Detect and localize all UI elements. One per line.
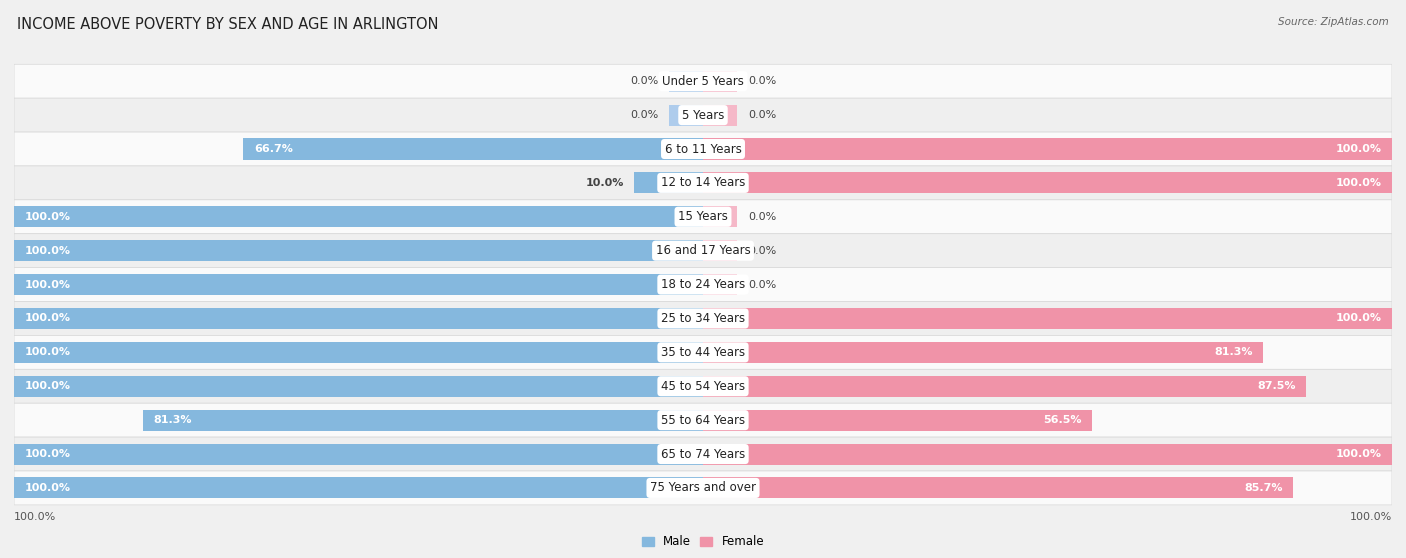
Bar	[703, 308, 1392, 329]
Text: 100.0%: 100.0%	[1336, 314, 1382, 324]
FancyBboxPatch shape	[14, 268, 1392, 301]
Bar	[703, 444, 1392, 465]
Text: 100.0%: 100.0%	[24, 483, 70, 493]
Text: 12 to 14 Years: 12 to 14 Years	[661, 176, 745, 189]
Bar	[703, 206, 738, 227]
Bar	[703, 240, 738, 261]
FancyBboxPatch shape	[14, 369, 1392, 403]
Text: 5 Years: 5 Years	[682, 109, 724, 122]
Text: 25 to 34 Years: 25 to 34 Years	[661, 312, 745, 325]
FancyBboxPatch shape	[14, 132, 1392, 166]
FancyBboxPatch shape	[14, 64, 1392, 98]
Text: 81.3%: 81.3%	[1215, 348, 1253, 357]
Bar	[14, 274, 703, 295]
Bar	[14, 240, 703, 261]
Bar	[703, 478, 1294, 498]
Bar	[703, 138, 1392, 160]
FancyBboxPatch shape	[14, 200, 1392, 234]
Text: 0.0%: 0.0%	[748, 212, 776, 222]
Text: 100.0%: 100.0%	[24, 280, 70, 290]
Bar	[703, 342, 1263, 363]
Text: INCOME ABOVE POVERTY BY SEX AND AGE IN ARLINGTON: INCOME ABOVE POVERTY BY SEX AND AGE IN A…	[17, 17, 439, 32]
Bar	[14, 376, 703, 397]
Text: 100.0%: 100.0%	[14, 512, 56, 522]
Text: 100.0%: 100.0%	[24, 449, 70, 459]
Text: 55 to 64 Years: 55 to 64 Years	[661, 413, 745, 427]
FancyBboxPatch shape	[14, 335, 1392, 369]
Bar	[243, 138, 703, 160]
Text: 100.0%: 100.0%	[1336, 178, 1382, 188]
Text: 15 Years: 15 Years	[678, 210, 728, 223]
Bar	[703, 376, 1306, 397]
Text: 100.0%: 100.0%	[24, 212, 70, 222]
Text: 0.0%: 0.0%	[748, 280, 776, 290]
Bar	[14, 308, 703, 329]
Bar	[669, 71, 703, 92]
Text: 100.0%: 100.0%	[1350, 512, 1392, 522]
Bar	[703, 71, 738, 92]
Bar	[669, 104, 703, 126]
Bar	[634, 172, 703, 194]
Bar	[703, 274, 738, 295]
Text: Source: ZipAtlas.com: Source: ZipAtlas.com	[1278, 17, 1389, 27]
Bar	[143, 410, 703, 431]
Text: 45 to 54 Years: 45 to 54 Years	[661, 380, 745, 393]
Text: 16 and 17 Years: 16 and 17 Years	[655, 244, 751, 257]
Text: 100.0%: 100.0%	[1336, 449, 1382, 459]
FancyBboxPatch shape	[14, 403, 1392, 437]
Text: 100.0%: 100.0%	[24, 246, 70, 256]
FancyBboxPatch shape	[14, 471, 1392, 505]
Legend: Male, Female: Male, Female	[637, 531, 769, 553]
Bar	[703, 104, 738, 126]
Text: 6 to 11 Years: 6 to 11 Years	[665, 142, 741, 156]
Bar	[703, 172, 1392, 194]
Text: 0.0%: 0.0%	[748, 110, 776, 120]
FancyBboxPatch shape	[14, 98, 1392, 132]
Text: 81.3%: 81.3%	[153, 415, 191, 425]
FancyBboxPatch shape	[14, 234, 1392, 268]
Bar	[703, 410, 1092, 431]
Text: 100.0%: 100.0%	[24, 381, 70, 391]
Text: 100.0%: 100.0%	[24, 314, 70, 324]
Text: 87.5%: 87.5%	[1257, 381, 1295, 391]
Text: 0.0%: 0.0%	[748, 76, 776, 86]
Text: 0.0%: 0.0%	[630, 76, 658, 86]
Text: 65 to 74 Years: 65 to 74 Years	[661, 448, 745, 460]
Bar	[14, 342, 703, 363]
Text: 56.5%: 56.5%	[1043, 415, 1083, 425]
Text: 85.7%: 85.7%	[1244, 483, 1284, 493]
Text: 10.0%: 10.0%	[585, 178, 624, 188]
Bar	[14, 478, 703, 498]
Bar	[14, 206, 703, 227]
Text: 75 Years and over: 75 Years and over	[650, 482, 756, 494]
FancyBboxPatch shape	[14, 301, 1392, 335]
Text: 0.0%: 0.0%	[748, 246, 776, 256]
Text: 35 to 44 Years: 35 to 44 Years	[661, 346, 745, 359]
Bar	[14, 444, 703, 465]
Text: 0.0%: 0.0%	[630, 110, 658, 120]
FancyBboxPatch shape	[14, 437, 1392, 471]
Text: 66.7%: 66.7%	[254, 144, 292, 154]
FancyBboxPatch shape	[14, 166, 1392, 200]
Text: 100.0%: 100.0%	[1336, 144, 1382, 154]
Text: 18 to 24 Years: 18 to 24 Years	[661, 278, 745, 291]
Text: 100.0%: 100.0%	[24, 348, 70, 357]
Text: Under 5 Years: Under 5 Years	[662, 75, 744, 88]
